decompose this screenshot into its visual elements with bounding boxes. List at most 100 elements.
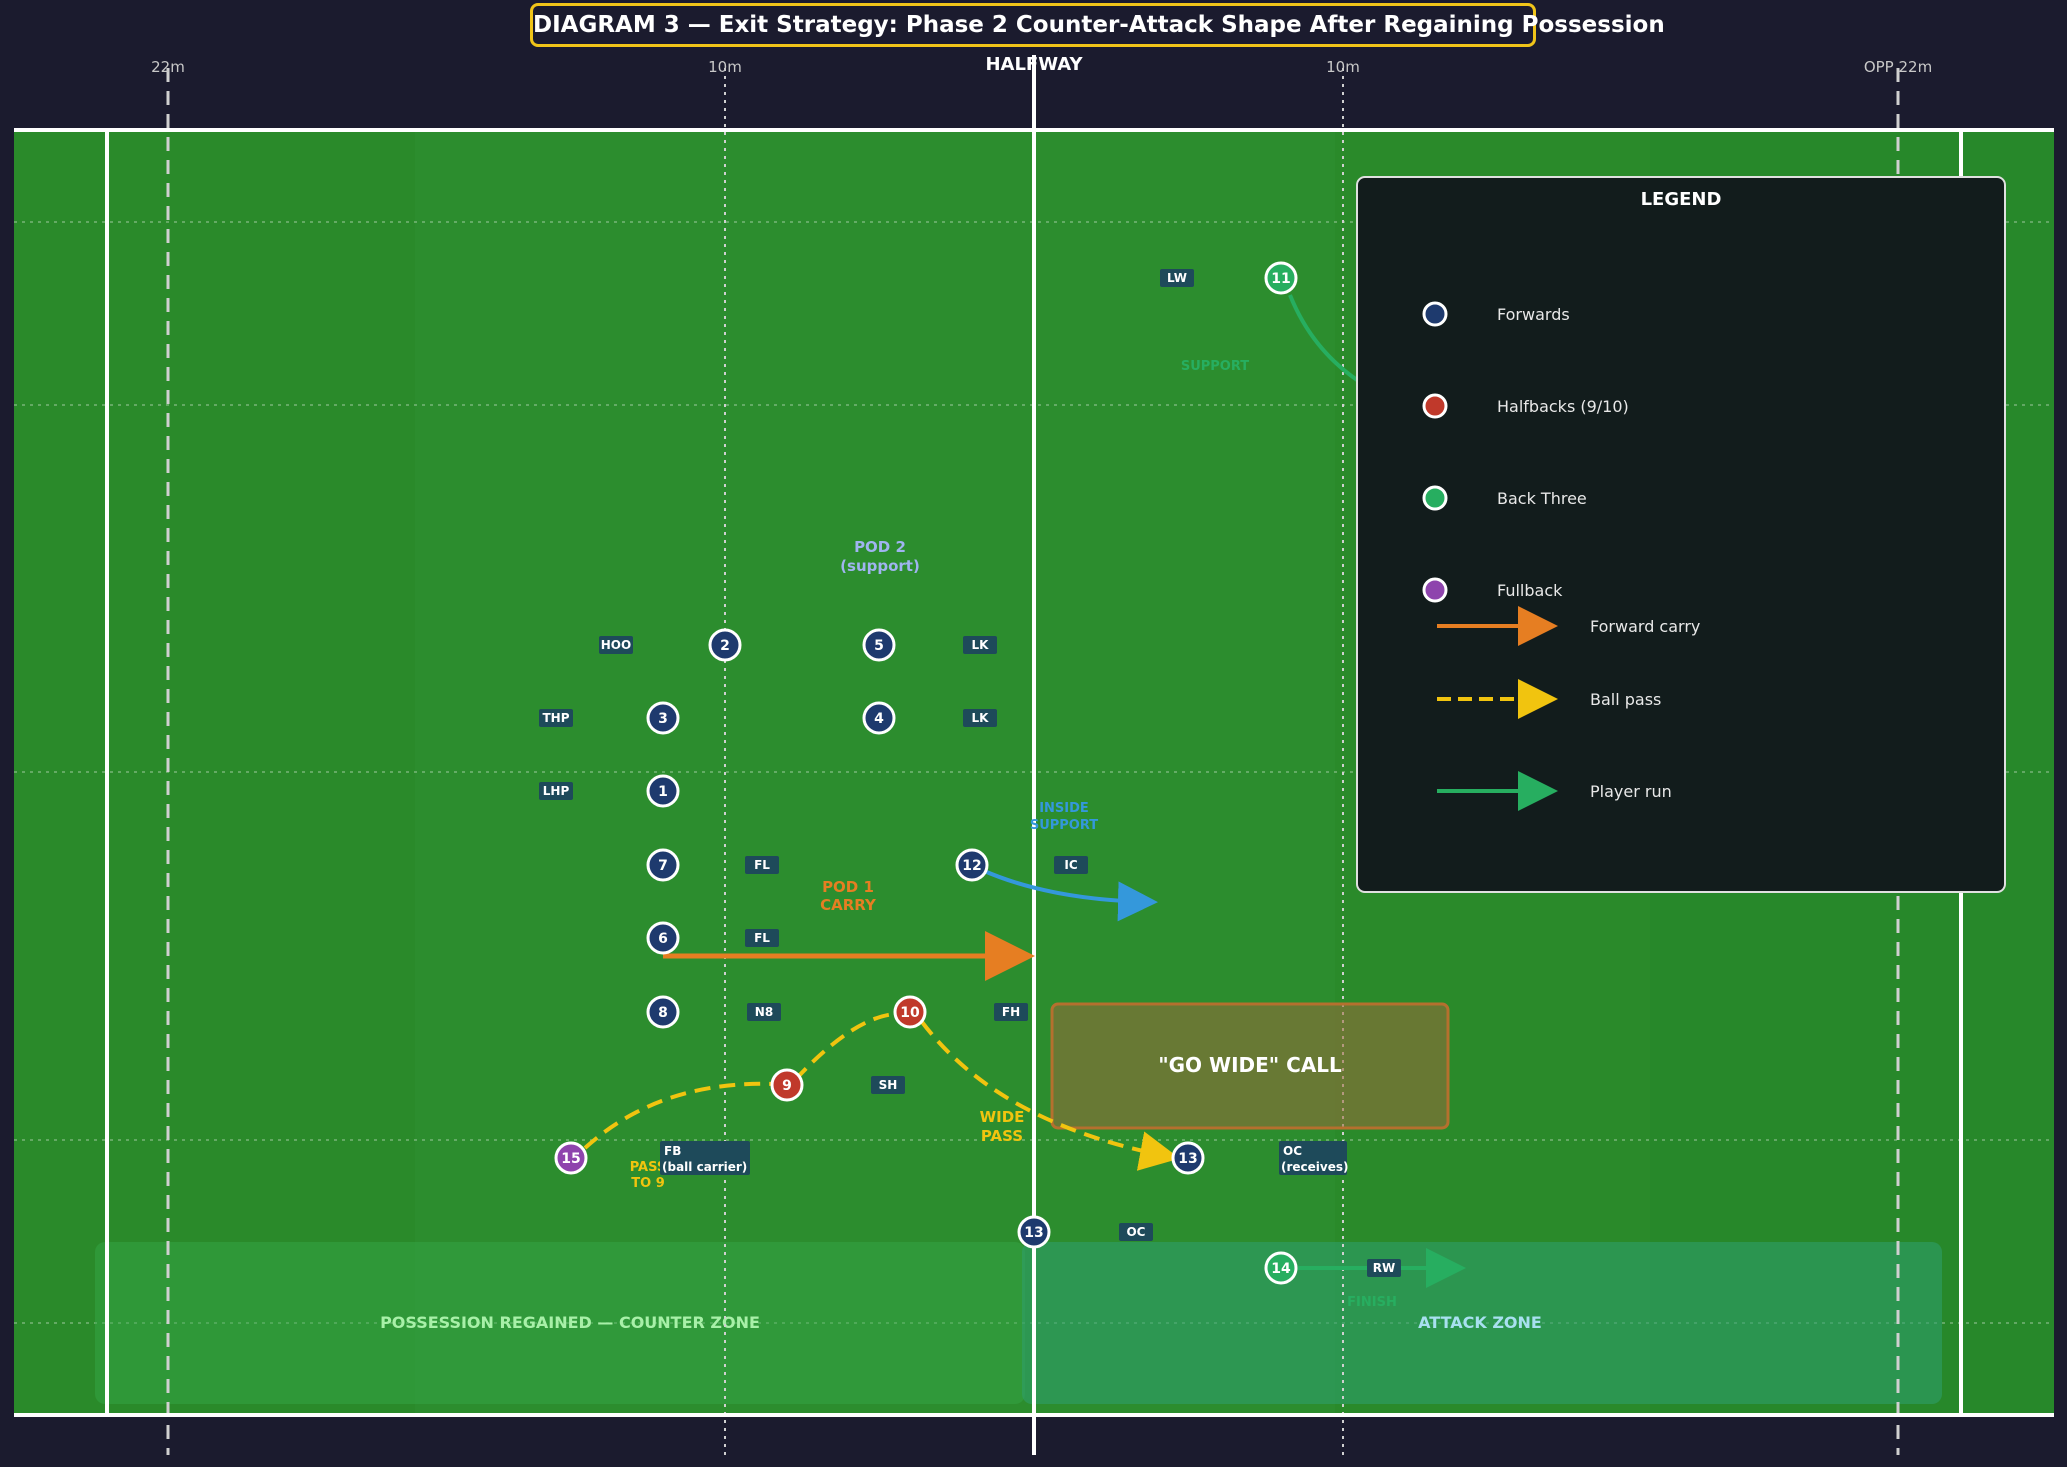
- player-number: 12: [962, 858, 981, 874]
- legend-label: Halfbacks (9/10): [1497, 397, 1629, 416]
- player-role-tag: [1160, 269, 1194, 287]
- player-12-ic: IC 12: [955, 848, 1088, 882]
- player-role-tag: [963, 709, 997, 727]
- player-role-label: THP: [542, 711, 569, 725]
- legend-swatch: [1422, 485, 1448, 511]
- player-10-fh: FH 10: [893, 995, 1028, 1029]
- player-marker: [646, 701, 680, 735]
- inside-support-run: [981, 868, 1158, 922]
- legend-label: Back Three: [1497, 489, 1587, 508]
- legend-label: Player run: [1590, 782, 1672, 801]
- player-marker: [646, 921, 680, 955]
- legend-swatch: [1422, 393, 1448, 419]
- legend-item-player-run: Player run: [1437, 771, 1672, 811]
- player-role-tag: [871, 1076, 905, 1094]
- go-wide-box: [1050, 1002, 1450, 1130]
- player-9-sh: SH 9: [770, 1068, 905, 1102]
- player-role-label: RW: [1373, 1261, 1395, 1275]
- player-number: 10: [900, 1005, 920, 1021]
- player-role-tag: [1367, 1259, 1401, 1277]
- player-6-fl: FL 6: [646, 921, 779, 955]
- player-role-label: SH: [879, 1078, 898, 1092]
- go-wide-label: "GO WIDE" CALL: [1158, 1053, 1342, 1077]
- legend: LEGEND Forwards Halfbacks (9/10) Back Thre…: [1356, 176, 2006, 893]
- player-number: 11: [1271, 271, 1290, 287]
- player-marker: [554, 1141, 588, 1175]
- player-number: 8: [658, 1005, 668, 1021]
- player-role-label: LK: [972, 711, 990, 725]
- attack-zone: [1022, 1242, 1942, 1404]
- player-role-tag: [1119, 1223, 1153, 1241]
- counter-zone-label: POSSESSION REGAINED — COUNTER ZONE: [380, 1313, 760, 1332]
- pass-9-to-10: [793, 1011, 906, 1082]
- player-marker: [862, 701, 896, 735]
- player-marker: [862, 628, 896, 662]
- legend-label: Forwards: [1497, 305, 1570, 324]
- player-role-label: LHP: [543, 784, 570, 798]
- player-marker: [646, 848, 680, 882]
- diagram-title: DIAGRAM 3 — Exit Strategy: Phase 2 Count…: [530, 3, 1665, 47]
- legend-label: Ball pass: [1590, 690, 1661, 709]
- player-marker: [646, 995, 680, 1029]
- legend-item-back-three: Back Three: [1422, 485, 1587, 511]
- player-14-rw: RW 14: [1264, 1251, 1401, 1285]
- player-role-tag: [539, 782, 573, 800]
- label-22m: 22m: [151, 58, 185, 76]
- legend-panel: [1356, 176, 2006, 893]
- player-role-tag: [1279, 1141, 1347, 1175]
- player-number: 4: [874, 711, 884, 727]
- label-10m-left: 10m: [708, 58, 742, 76]
- player-role-sublabel: (receives): [1281, 1160, 1349, 1174]
- player-marker: [1017, 1215, 1051, 1249]
- player-role-tag: [539, 709, 573, 727]
- wide-pass-10-to-13: [920, 1020, 1180, 1171]
- finish-label: FINISH: [1347, 1295, 1397, 1310]
- player-role-tag: [745, 929, 779, 947]
- player-marker: [893, 995, 927, 1029]
- player-role-label: OC: [1283, 1144, 1302, 1158]
- player-role-label: LK: [972, 638, 990, 652]
- player-1-lhp: LHP 1: [539, 774, 680, 808]
- player-13-oc: OC (receives) 13: [1171, 1141, 1349, 1175]
- player-8-n8: N8 8: [646, 995, 781, 1029]
- player-role-label: FL: [754, 858, 770, 872]
- player-marker: [1171, 1141, 1205, 1175]
- player-number: 14: [1271, 1261, 1291, 1277]
- legend-title: LEGEND: [1641, 189, 1722, 210]
- legend-label: Forward carry: [1590, 617, 1700, 636]
- label-10m-right: 10m: [1326, 58, 1360, 76]
- player-role-label: FB: [664, 1144, 681, 1158]
- player-marker: [646, 774, 680, 808]
- player-15-fb: FB (ball carrier) 15: [554, 1141, 750, 1175]
- pod2-label: POD 2 (support): [840, 538, 920, 575]
- player-role-label: IC: [1064, 858, 1077, 872]
- player-role-tag: [745, 856, 779, 874]
- legend-item-fullback: Fullback: [1422, 577, 1563, 603]
- legend-label: Fullback: [1497, 581, 1563, 600]
- player-role-label: FL: [754, 931, 770, 945]
- player-marker: [1264, 1251, 1298, 1285]
- player-role-tag: [963, 636, 997, 654]
- player-2-hoo: HOO 2: [599, 628, 742, 662]
- pass-to-9-label: PASS TO 9: [630, 1160, 667, 1191]
- player-role-tag: [1054, 856, 1088, 874]
- player-13-oc: OC 13: [1017, 1215, 1153, 1249]
- wide-pass-label: WIDE PASS: [980, 1108, 1025, 1145]
- player-number: 5: [874, 638, 884, 654]
- player-role-label: FH: [1002, 1005, 1020, 1019]
- player-number: 13: [1024, 1225, 1043, 1241]
- player-number: 2: [720, 638, 730, 654]
- player-number: 13: [1178, 1151, 1197, 1167]
- legend-item-halfbacks-9-10: Halfbacks (9/10): [1422, 393, 1629, 419]
- legend-items: Forwards Halfbacks (9/10) Back Three Fullba…: [1422, 301, 1700, 811]
- player-role-label: OC: [1126, 1225, 1145, 1239]
- legend-swatch: [1422, 577, 1448, 603]
- legend-item-forward-carry: Forward carry: [1437, 606, 1700, 646]
- player-role-label: LW: [1167, 271, 1187, 285]
- player-role-tag: [599, 636, 633, 654]
- legend-item-ball-pass: Ball pass: [1437, 679, 1661, 719]
- player-number: 9: [782, 1078, 792, 1094]
- player-number: 6: [658, 931, 668, 947]
- player-5-lk: LK 5: [862, 628, 997, 662]
